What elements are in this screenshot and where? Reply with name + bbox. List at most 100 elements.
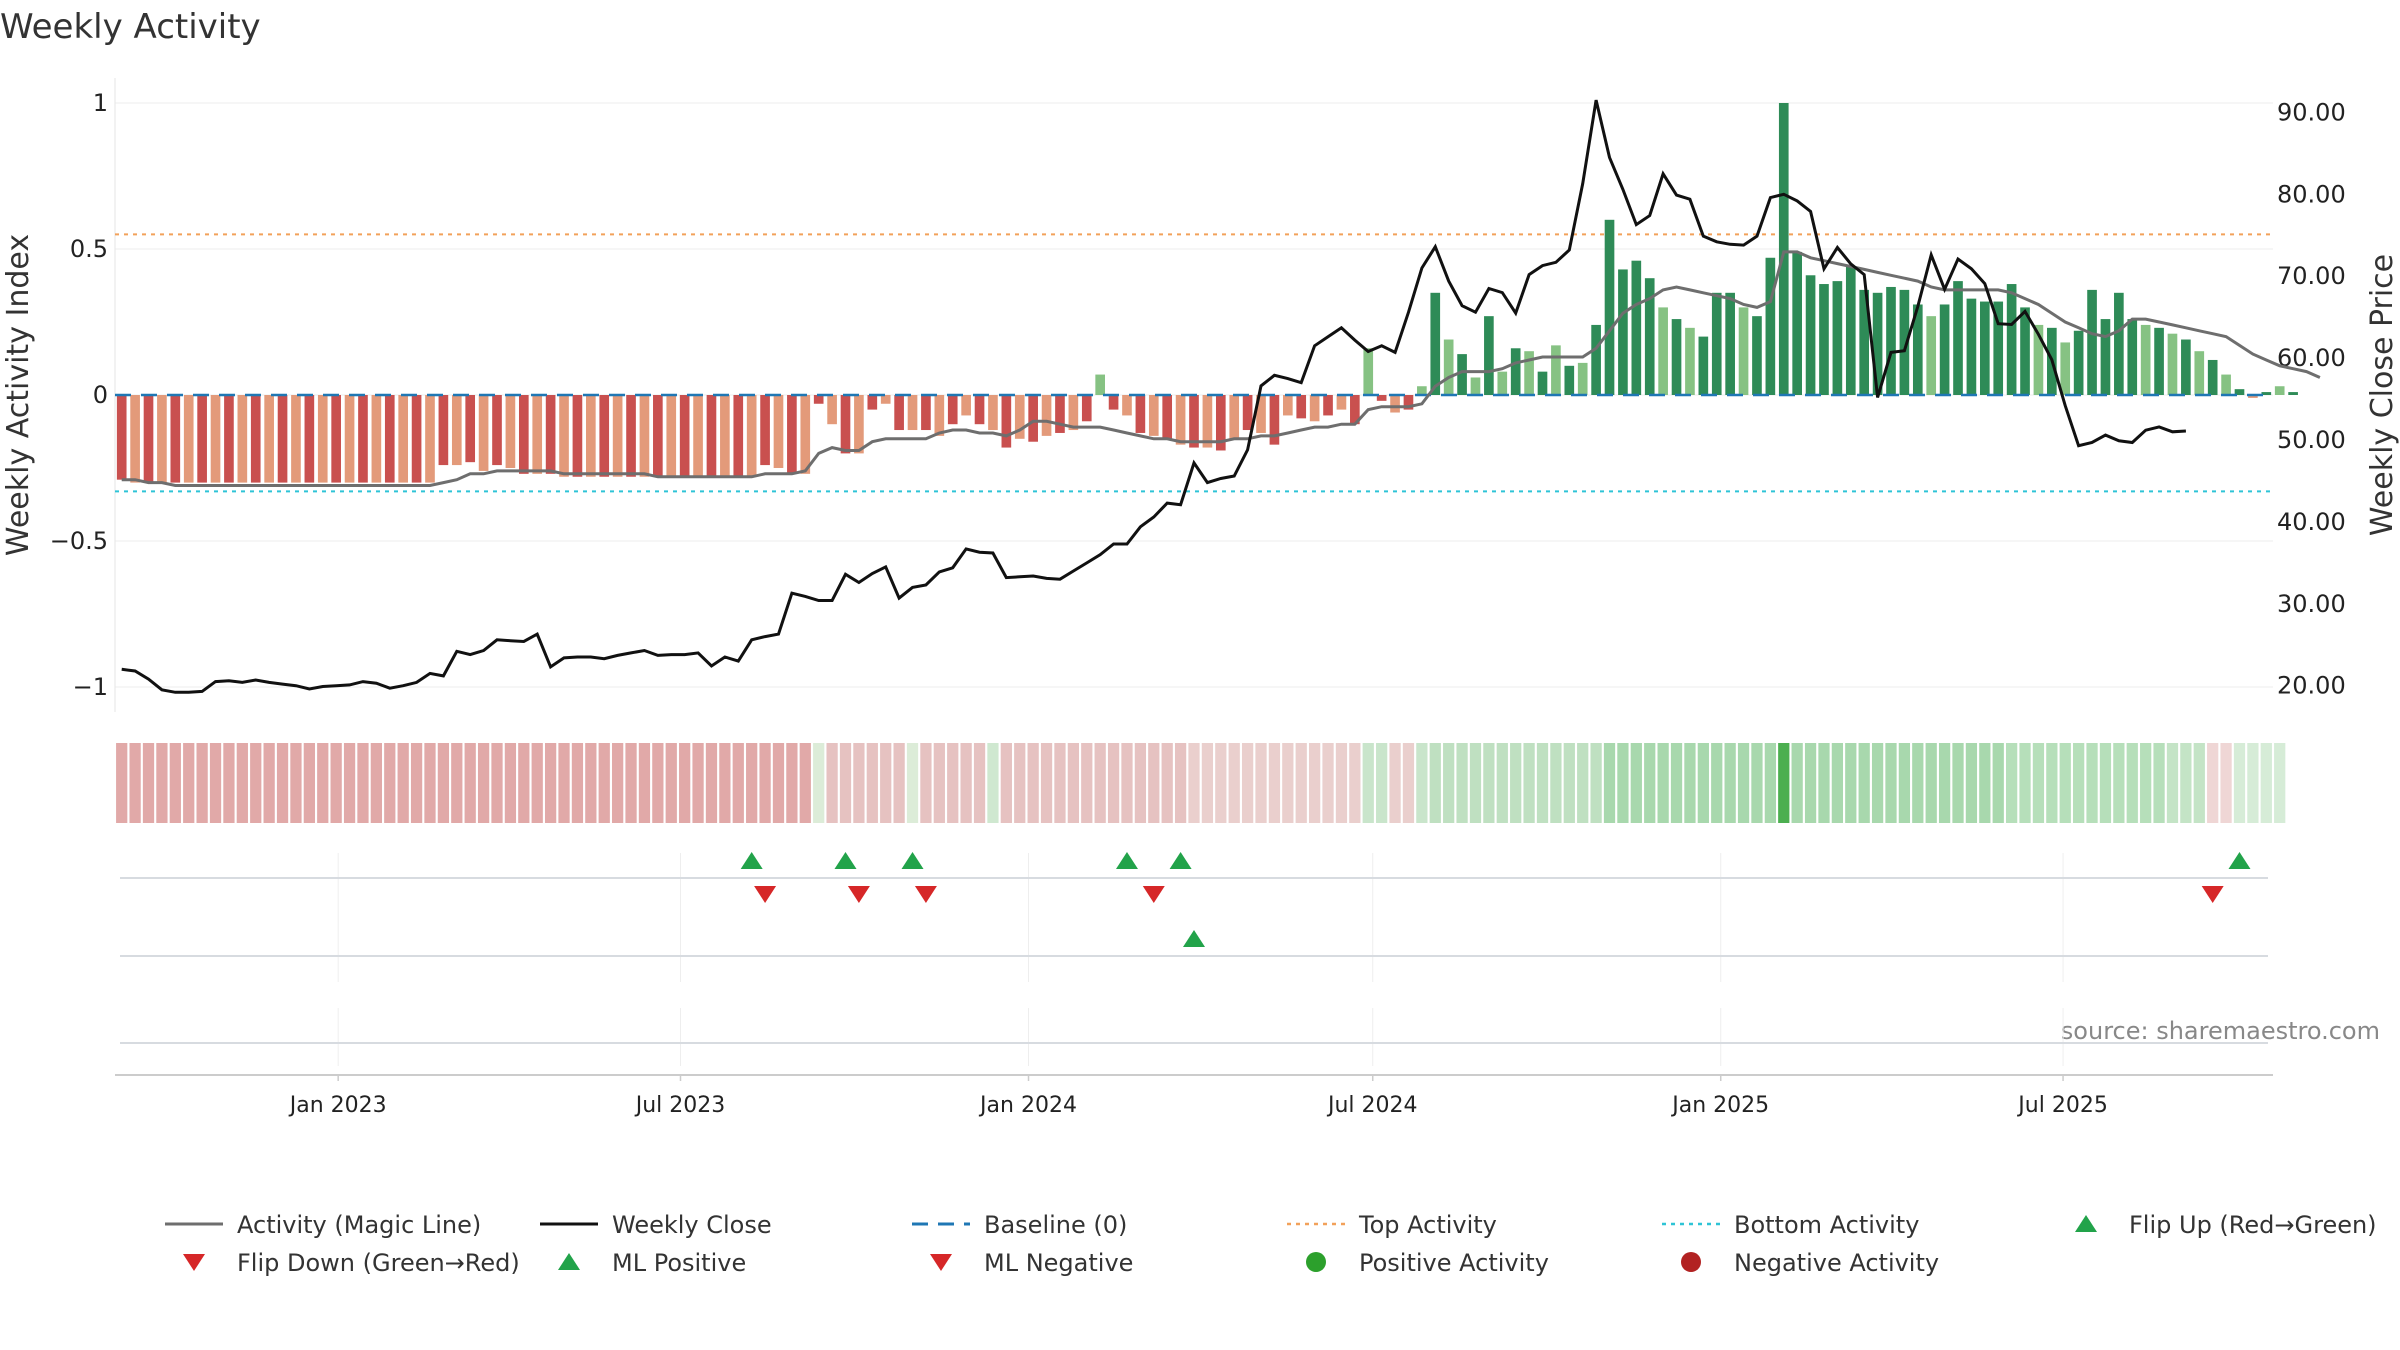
activity-strip-cell bbox=[880, 743, 892, 823]
activity-bar bbox=[746, 395, 757, 477]
activity-bar bbox=[2154, 327, 2164, 395]
activity-strip-cell bbox=[1362, 743, 1374, 823]
activity-strip-cell bbox=[2073, 743, 2085, 823]
activity-bar bbox=[197, 395, 207, 483]
activity-strip-cell bbox=[1577, 743, 1589, 823]
activity-bar bbox=[1685, 327, 1695, 395]
activity-bar bbox=[2288, 392, 2298, 395]
activity-strip-cell bbox=[585, 743, 597, 823]
activity-bar bbox=[921, 395, 931, 431]
activity-strip-cell bbox=[1898, 743, 1911, 823]
activity-strip-cell bbox=[1804, 743, 1817, 823]
activity-bar bbox=[1202, 395, 1213, 448]
activity-strip-cell bbox=[786, 743, 798, 823]
legend-label: Baseline (0) bbox=[984, 1211, 1127, 1239]
activity-strip-cell bbox=[1429, 743, 1441, 823]
activity-strip-cell bbox=[732, 743, 744, 823]
activity-bar bbox=[1484, 316, 1494, 395]
activity-bar bbox=[1497, 371, 1508, 395]
activity-strip-cell bbox=[1590, 743, 1602, 823]
activity-strip-cell bbox=[330, 743, 342, 823]
activity-strip-cell bbox=[2032, 743, 2045, 823]
activity-strip-cell bbox=[1711, 743, 1723, 823]
activity-strip-cell bbox=[638, 743, 651, 823]
activity-strip-cell bbox=[571, 743, 584, 823]
activity-strip-cell bbox=[1228, 743, 1240, 823]
activity-bar bbox=[1711, 292, 1722, 395]
activity-strip-cell bbox=[1443, 743, 1455, 823]
activity-strip-cell bbox=[1081, 743, 1093, 823]
activity-strip-cell bbox=[719, 743, 731, 823]
y-tick-label: 0.5 bbox=[70, 235, 108, 263]
activity-strip-cell bbox=[223, 743, 235, 823]
activity-bar bbox=[1283, 395, 1293, 416]
activity-bar bbox=[2114, 292, 2124, 395]
activity-strip-cell bbox=[1148, 743, 1160, 823]
legend-label: ML Positive bbox=[612, 1249, 746, 1277]
activity-bar bbox=[1470, 377, 1481, 395]
activity-bar bbox=[1966, 298, 1977, 395]
legend-label: Activity (Magic Line) bbox=[237, 1211, 481, 1239]
activity-strip-cell bbox=[2180, 743, 2192, 823]
activity-bar bbox=[1148, 395, 1159, 436]
activity-bar bbox=[2060, 342, 2071, 395]
flip-up-marker bbox=[834, 852, 857, 869]
activity-strip-cell bbox=[156, 743, 168, 823]
activity-strip-cell bbox=[1764, 743, 1776, 823]
activity-strip-cell bbox=[933, 743, 945, 823]
activity-strip-cell bbox=[598, 743, 610, 823]
activity-bar bbox=[1872, 292, 1883, 395]
activity-strip-cell bbox=[169, 743, 181, 823]
activity-strip-cell bbox=[746, 743, 758, 823]
activity-bar bbox=[1296, 395, 1307, 419]
activity-bar bbox=[2140, 324, 2151, 395]
activity-bar bbox=[612, 395, 623, 477]
activity-bar bbox=[1242, 395, 1253, 431]
activity-strip-cell bbox=[2247, 743, 2259, 823]
activity-strip-cell bbox=[1965, 743, 1978, 823]
activity-bar bbox=[143, 395, 154, 483]
activity-bar bbox=[1564, 365, 1575, 395]
activity-strip-cell bbox=[1402, 743, 1415, 823]
activity-strip-cell bbox=[451, 743, 463, 823]
activity-bar bbox=[1135, 395, 1146, 433]
activity-bar bbox=[532, 395, 543, 474]
activity-bar bbox=[1792, 251, 1802, 395]
activity-bar bbox=[438, 395, 449, 466]
activity-bar bbox=[1752, 316, 1762, 395]
y2-tick-label: 90.00 bbox=[2277, 98, 2346, 126]
activity-strip-cell bbox=[1201, 743, 1214, 823]
activity-bar bbox=[974, 395, 985, 425]
y2-tick-label: 70.00 bbox=[2277, 262, 2346, 290]
activity-strip-cell bbox=[1818, 743, 1830, 823]
activity-bar bbox=[787, 395, 797, 474]
legend-swatch bbox=[1306, 1252, 1326, 1272]
activity-strip-cell bbox=[839, 743, 852, 823]
x-tick-label: Jan 2025 bbox=[1670, 1093, 1769, 1118]
activity-bar bbox=[1631, 260, 1642, 395]
activity-bar bbox=[1376, 395, 1387, 401]
activity-bar bbox=[813, 395, 824, 404]
activity-strip-cell bbox=[1309, 743, 1321, 823]
activity-bar bbox=[1430, 292, 1441, 395]
activity-bar bbox=[2127, 319, 2138, 395]
activity-bar bbox=[1403, 395, 1414, 410]
activity-bar bbox=[693, 395, 703, 477]
activity-bar bbox=[1510, 348, 1521, 395]
activity-bar bbox=[1591, 324, 1601, 395]
activity-strip-cell bbox=[2099, 743, 2112, 823]
activity-bar bbox=[2167, 333, 2178, 395]
activity-bar bbox=[894, 395, 904, 431]
activity-strip-cell bbox=[384, 743, 396, 823]
activity-bar bbox=[880, 395, 891, 404]
activity-bar bbox=[854, 395, 864, 454]
activity-bar bbox=[116, 395, 127, 480]
activity-strip-cell bbox=[947, 743, 959, 823]
activity-bar bbox=[1028, 395, 1038, 442]
activity-bar bbox=[679, 395, 690, 477]
activity-bar bbox=[1309, 395, 1320, 422]
activity-bar bbox=[867, 395, 878, 410]
activity-bar bbox=[1537, 371, 1548, 395]
activity-strip-cell bbox=[1979, 743, 1991, 823]
activity-bar bbox=[1658, 307, 1668, 395]
